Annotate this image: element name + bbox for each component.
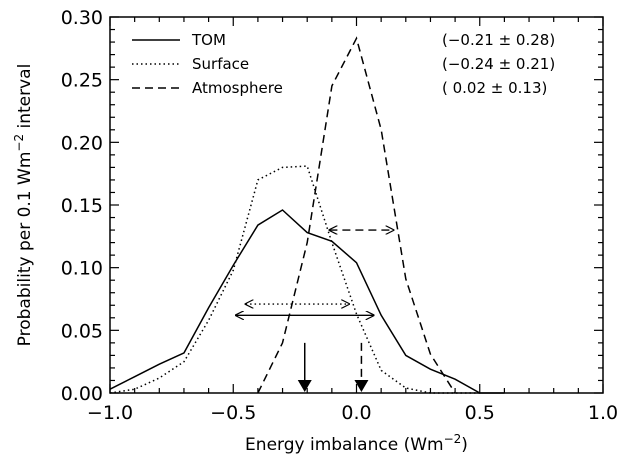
axis-titles: Energy imbalance (Wm−2) Probability per 0… bbox=[12, 64, 468, 455]
legend: TOM (−0.21 ± 0.28) Surface (−0.24 ± 0.21) At… bbox=[132, 31, 555, 97]
y-tick-label: 0.30 bbox=[61, 7, 103, 29]
x-axis-title: Energy imbalance (Wm−2) bbox=[245, 432, 468, 455]
x-tick-label: 0.5 bbox=[465, 402, 495, 424]
stat-label-tom: (−0.21 ± 0.28) bbox=[442, 31, 555, 49]
axes: −1.0 −0.5 0.0 0.5 1.0 0.00 0.05 0.10 0.15 0.20 0.2… bbox=[61, 7, 618, 424]
y-tick-label: 0.00 bbox=[61, 383, 103, 405]
y-tick-label: 0.05 bbox=[61, 320, 103, 342]
series-line-atmosphere bbox=[257, 36, 456, 394]
plot-frame bbox=[109, 16, 604, 394]
series-line-surface bbox=[109, 165, 480, 394]
y-axis-title: Probability per 0.1 Wm−2 interval bbox=[12, 64, 35, 347]
y-tick-label: 0.25 bbox=[61, 70, 103, 92]
legend-label-atmosphere: Atmosphere bbox=[192, 79, 283, 97]
x-tick-label: −1.0 bbox=[87, 402, 133, 424]
stat-label-surface: (−0.24 ± 0.21) bbox=[442, 55, 555, 73]
stat-label-atmosphere: ( 0.02 ± 0.13) bbox=[442, 79, 547, 97]
y-tick-label: 0.10 bbox=[61, 258, 103, 280]
x-tick-label: 1.0 bbox=[588, 402, 618, 424]
series-line-tom bbox=[109, 209, 505, 394]
mean-marker-tom bbox=[297, 380, 312, 392]
legend-label-surface: Surface bbox=[192, 55, 249, 73]
mean-markers bbox=[236, 230, 394, 392]
x-tick-label: 0.0 bbox=[341, 402, 371, 424]
mean-marker-atmosphere bbox=[354, 380, 369, 392]
legend-label-tom: TOM bbox=[191, 31, 226, 49]
series-lines bbox=[109, 36, 505, 394]
x-tick-label: −0.5 bbox=[210, 402, 256, 424]
y-tick-label: 0.15 bbox=[61, 195, 103, 217]
y-tick-label: 0.20 bbox=[61, 132, 103, 154]
